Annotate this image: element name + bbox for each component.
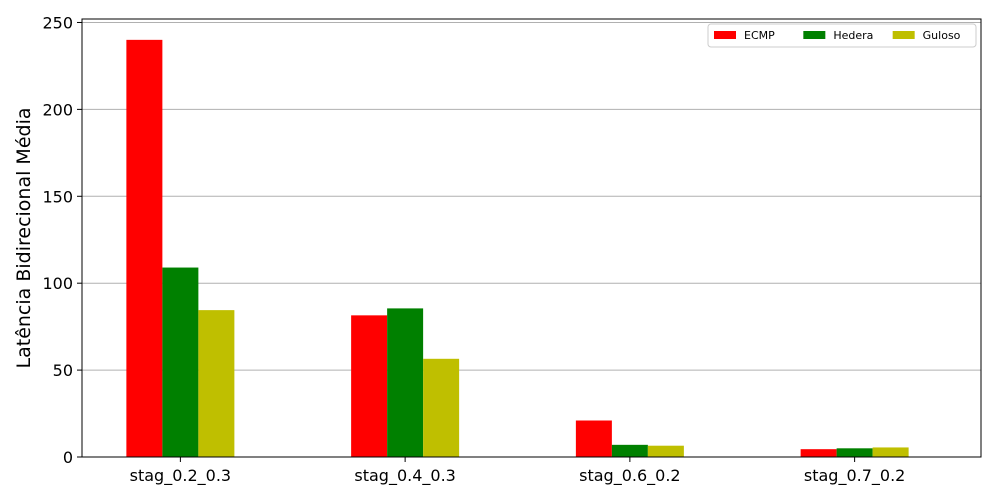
legend-swatch-hedera (803, 31, 826, 39)
bar-hedera-stag-0-2-0-3 (162, 267, 199, 457)
y-axis-ticks: 0 50 100 150 200 250 (42, 13, 82, 467)
y-tick-label: 200 (42, 100, 73, 119)
x-tick-label: stag_0.7_0.2 (804, 466, 905, 486)
bar-ecmp-stag-0-6-0-2 (575, 420, 612, 457)
y-axis-label: Latência Bidirecional Média (13, 108, 35, 369)
x-tick-label: stag_0.2_0.3 (130, 466, 231, 486)
bar-ecmp-stag-0-4-0-3 (351, 315, 388, 457)
bar-guloso-stag-0-4-0-3 (423, 358, 460, 457)
bar-hedera-stag-0-4-0-3 (387, 308, 424, 457)
legend-swatch-ecmp (714, 31, 736, 39)
plot-frame (81, 18, 982, 458)
y-tick-label: 150 (42, 187, 73, 206)
legend-label-guloso: Guloso (923, 29, 961, 42)
bar-guloso-stag-0-6-0-2 (647, 445, 684, 457)
x-axis-ticks: stag_0.2_0.3 stag_0.4_0.3 stag_0.6_0.2 stag… (130, 457, 905, 486)
y-gridlines (82, 21, 981, 371)
bar-hedera-stag-0-6-0-2 (611, 444, 648, 457)
legend-box (707, 23, 977, 48)
legend-label-ecmp: ECMP (744, 29, 775, 42)
bar-ecmp-stag-0-2-0-3 (126, 39, 163, 457)
legend-swatch-guloso (892, 31, 915, 39)
bars (126, 39, 909, 457)
legend: ECMP Hedera Guloso (707, 23, 977, 48)
y-tick-label: 0 (63, 448, 73, 467)
bar-ecmp-stag-0-7-0-2 (800, 449, 837, 457)
y-tick-label: 50 (53, 361, 73, 380)
x-tick-label: stag_0.6_0.2 (579, 466, 680, 486)
y-tick-label: 100 (42, 274, 73, 293)
y-tick-label: 250 (42, 13, 73, 32)
legend-label-hedera: Hedera (833, 29, 873, 42)
bar-guloso-stag-0-2-0-3 (198, 310, 235, 457)
bar-hedera-stag-0-7-0-2 (836, 448, 873, 457)
x-tick-label: stag_0.4_0.3 (354, 466, 455, 486)
bar-guloso-stag-0-7-0-2 (872, 447, 909, 457)
